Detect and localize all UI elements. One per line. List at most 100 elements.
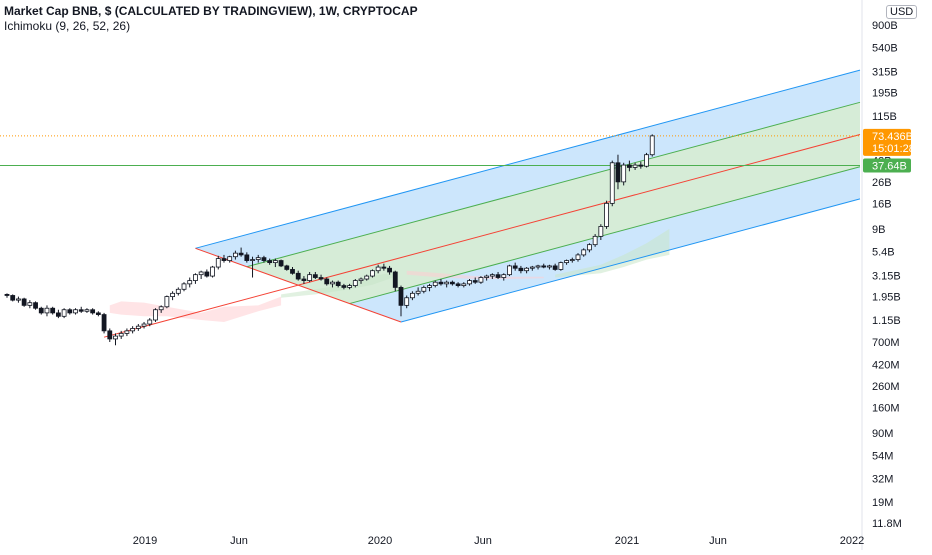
candle (67, 308, 73, 315)
candle-body (535, 265, 541, 268)
candle-body (404, 297, 410, 306)
candle (609, 160, 615, 207)
candle-body (141, 323, 147, 327)
candle-body (449, 281, 455, 285)
candle-body (444, 281, 450, 285)
candle-body (421, 287, 427, 292)
candle (312, 271, 318, 280)
y-tick-label: 1.15B (872, 315, 901, 327)
candle-body (575, 254, 581, 260)
y-tick-label: 900B (872, 20, 898, 32)
candle-body (312, 274, 318, 278)
candle-body (615, 162, 621, 183)
candle-body (55, 312, 61, 317)
candle (438, 279, 444, 286)
candle (569, 257, 575, 263)
candle-body (307, 274, 313, 281)
candle-body (632, 164, 638, 168)
candle (649, 134, 655, 157)
candle (341, 283, 347, 290)
candle-body (592, 235, 598, 246)
y-tick-label: 19M (872, 497, 893, 509)
candle (318, 274, 324, 281)
candle-body (370, 270, 375, 277)
candle-body (427, 285, 432, 288)
x-tick-label: 2021 (615, 535, 639, 547)
candle-body (113, 335, 118, 340)
candle-body (16, 298, 21, 301)
candle (541, 263, 547, 269)
candle (272, 258, 278, 268)
candle (644, 152, 649, 168)
candle-body (84, 309, 90, 312)
candle (290, 267, 295, 275)
pitchfork-upper-line (195, 69, 861, 249)
candle-body (512, 265, 518, 269)
candle (244, 252, 250, 263)
candle-body (10, 295, 16, 301)
candle (227, 255, 233, 263)
candle (615, 154, 621, 190)
candle-body (604, 202, 609, 227)
candle-body (455, 283, 461, 287)
candle-body (398, 287, 404, 306)
level-label-box (863, 158, 911, 173)
candle-body (255, 257, 261, 260)
ichimoku-cloud-bearish (406, 270, 544, 280)
candle (55, 309, 61, 319)
candle-body (495, 274, 501, 278)
candle (158, 305, 164, 313)
candle-body (358, 278, 364, 281)
candle-body (410, 292, 415, 299)
candle-body (73, 309, 78, 314)
y-tick-label: 195B (872, 88, 898, 100)
candle-body (267, 260, 273, 264)
candle (141, 321, 147, 329)
candle (529, 265, 535, 271)
candle (33, 301, 38, 310)
candle (4, 293, 10, 298)
chart-title: Market Cap BNB, $ (CALCULATED BY TRADING… (4, 4, 418, 18)
candle (135, 324, 141, 331)
pitchfork-lower-inner-line (349, 166, 861, 305)
candle-body (21, 298, 27, 306)
candle (507, 264, 512, 277)
candle (147, 318, 153, 327)
candle (73, 308, 78, 315)
candle (95, 311, 101, 317)
candle (164, 295, 170, 309)
candle-body (324, 278, 330, 285)
y-tick-label: 32M (872, 474, 893, 486)
candle-body (335, 281, 341, 287)
candle (404, 295, 410, 309)
candle (124, 328, 130, 337)
candle (101, 312, 107, 334)
candle (370, 269, 375, 278)
candle (484, 274, 490, 281)
candle-body (181, 283, 187, 290)
y-tick-label: 26B (872, 177, 892, 189)
candle (210, 265, 215, 278)
candle (187, 277, 193, 288)
candle-body (381, 266, 387, 269)
x-tick-label: 2022 (840, 535, 864, 547)
candle (238, 247, 244, 257)
candle (193, 273, 198, 284)
candle-body (95, 312, 101, 315)
candle-body (261, 257, 267, 261)
candle-body (33, 302, 38, 309)
candle (467, 279, 472, 286)
candle (335, 280, 341, 288)
candle (592, 234, 598, 247)
candle-body (375, 266, 381, 272)
candle-body (61, 309, 67, 317)
candle (175, 287, 181, 296)
candle (107, 328, 113, 342)
candle-body (290, 269, 295, 274)
y-tick-label: 420M (872, 360, 900, 372)
candle (261, 255, 267, 263)
candle-body (330, 281, 335, 285)
currency-button[interactable]: USD (886, 5, 918, 19)
